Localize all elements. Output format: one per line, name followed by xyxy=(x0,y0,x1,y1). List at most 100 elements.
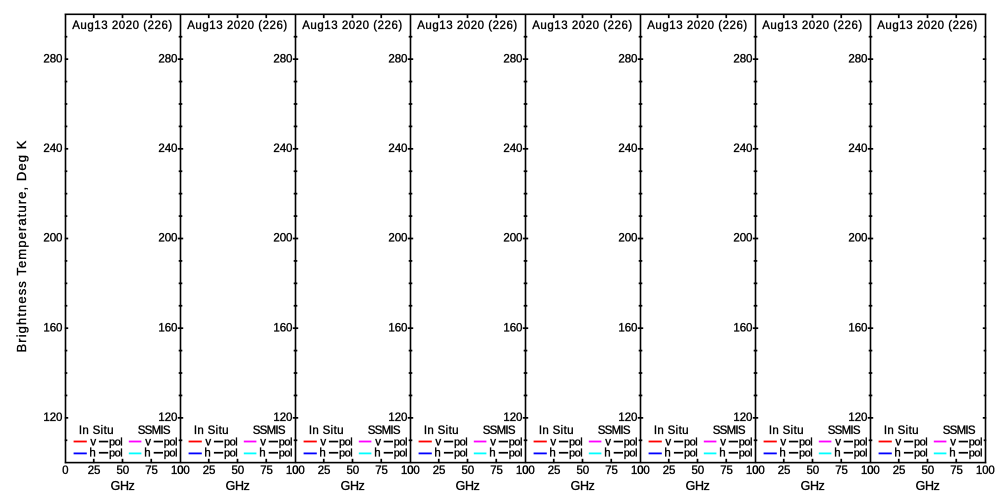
svg-text:h: h xyxy=(319,447,325,459)
svg-text:pol: pol xyxy=(684,436,697,448)
svg-text:v: v xyxy=(145,436,151,448)
svg-text:h: h xyxy=(374,447,380,459)
svg-text:v: v xyxy=(895,436,901,448)
svg-text:pol: pol xyxy=(799,436,812,448)
svg-text:50: 50 xyxy=(922,465,935,477)
svg-text:In Situ: In Situ xyxy=(769,425,804,437)
svg-text:pol: pol xyxy=(624,447,637,459)
svg-text:280: 280 xyxy=(503,53,522,65)
svg-text:280: 280 xyxy=(158,53,177,65)
svg-text:In Situ: In Situ xyxy=(309,425,344,437)
svg-text:SSMIS: SSMIS xyxy=(483,425,516,437)
svg-text:v: v xyxy=(490,436,496,448)
svg-text:75: 75 xyxy=(145,465,158,477)
svg-text:120: 120 xyxy=(618,412,637,424)
svg-text:Aug13 2020 (226): Aug13 2020 (226) xyxy=(877,20,978,32)
svg-text:SSMIS: SSMIS xyxy=(828,425,861,437)
svg-text:200: 200 xyxy=(43,233,62,245)
svg-text:Aug13 2020 (226): Aug13 2020 (226) xyxy=(762,20,863,32)
svg-text:120: 120 xyxy=(388,412,407,424)
svg-text:In Situ: In Situ xyxy=(424,425,459,437)
svg-text:0: 0 xyxy=(752,465,758,477)
svg-text:50: 50 xyxy=(692,465,705,477)
svg-text:25: 25 xyxy=(433,465,446,477)
svg-text:pol: pol xyxy=(854,436,867,448)
svg-text:0: 0 xyxy=(522,465,528,477)
svg-text:280: 280 xyxy=(43,53,62,65)
svg-text:200: 200 xyxy=(388,233,407,245)
svg-text:25: 25 xyxy=(548,465,561,477)
svg-text:In Situ: In Situ xyxy=(194,425,229,437)
svg-text:v: v xyxy=(780,436,786,448)
svg-text:In Situ: In Situ xyxy=(539,425,574,437)
svg-text:pol: pol xyxy=(339,447,352,459)
svg-text:SSMIS: SSMIS xyxy=(253,425,286,437)
svg-text:GHz: GHz xyxy=(801,479,825,493)
svg-text:280: 280 xyxy=(388,53,407,65)
svg-text:pol: pol xyxy=(509,447,522,459)
svg-text:h: h xyxy=(604,447,610,459)
svg-text:160: 160 xyxy=(503,322,522,334)
svg-text:50: 50 xyxy=(347,465,360,477)
svg-text:Aug13 2020 (226): Aug13 2020 (226) xyxy=(532,20,633,32)
svg-text:pol: pol xyxy=(224,436,237,448)
svg-text:pol: pol xyxy=(224,447,237,459)
svg-text:GHz: GHz xyxy=(341,479,365,493)
svg-text:pol: pol xyxy=(164,447,177,459)
svg-text:In Situ: In Situ xyxy=(654,425,689,437)
svg-text:200: 200 xyxy=(618,233,637,245)
svg-text:50: 50 xyxy=(577,465,590,477)
svg-text:50: 50 xyxy=(117,465,130,477)
svg-text:25: 25 xyxy=(318,465,331,477)
svg-text:240: 240 xyxy=(503,143,522,155)
svg-text:pol: pol xyxy=(799,447,812,459)
svg-text:h: h xyxy=(664,447,670,459)
svg-text:160: 160 xyxy=(733,322,752,334)
svg-text:240: 240 xyxy=(158,143,177,155)
svg-text:h: h xyxy=(549,447,555,459)
svg-text:v: v xyxy=(665,436,671,448)
svg-text:200: 200 xyxy=(158,233,177,245)
svg-text:SSMIS: SSMIS xyxy=(943,425,976,437)
svg-text:120: 120 xyxy=(273,412,292,424)
svg-text:75: 75 xyxy=(720,465,733,477)
svg-text:120: 120 xyxy=(848,412,867,424)
svg-text:0: 0 xyxy=(407,465,413,477)
svg-text:0: 0 xyxy=(867,465,873,477)
svg-text:pol: pol xyxy=(394,447,407,459)
svg-text:0: 0 xyxy=(637,465,643,477)
svg-text:pol: pol xyxy=(624,436,637,448)
svg-text:pol: pol xyxy=(394,436,407,448)
svg-text:pol: pol xyxy=(684,447,697,459)
svg-text:25: 25 xyxy=(203,465,216,477)
svg-text:SSMIS: SSMIS xyxy=(368,425,401,437)
svg-text:In Situ: In Situ xyxy=(79,425,114,437)
svg-text:v: v xyxy=(720,436,726,448)
svg-text:240: 240 xyxy=(618,143,637,155)
svg-text:pol: pol xyxy=(454,436,467,448)
svg-text:Aug13 2020 (226): Aug13 2020 (226) xyxy=(302,20,403,32)
svg-text:160: 160 xyxy=(618,322,637,334)
svg-text:pol: pol xyxy=(569,447,582,459)
svg-text:160: 160 xyxy=(273,322,292,334)
svg-text:SSMIS: SSMIS xyxy=(598,425,631,437)
svg-text:240: 240 xyxy=(43,143,62,155)
svg-text:pol: pol xyxy=(914,447,927,459)
svg-text:v: v xyxy=(950,436,956,448)
svg-text:SSMIS: SSMIS xyxy=(138,425,171,437)
svg-text:120: 120 xyxy=(733,412,752,424)
svg-text:120: 120 xyxy=(158,412,177,424)
svg-text:pol: pol xyxy=(969,447,982,459)
svg-text:280: 280 xyxy=(733,53,752,65)
svg-text:GHz: GHz xyxy=(111,479,135,493)
svg-text:pol: pol xyxy=(509,436,522,448)
svg-text:GHz: GHz xyxy=(916,479,940,493)
svg-text:pol: pol xyxy=(969,436,982,448)
svg-text:160: 160 xyxy=(848,322,867,334)
svg-text:25: 25 xyxy=(663,465,676,477)
svg-text:25: 25 xyxy=(893,465,906,477)
svg-text:0: 0 xyxy=(292,465,298,477)
svg-text:v: v xyxy=(205,436,211,448)
svg-text:120: 120 xyxy=(43,412,62,424)
svg-text:160: 160 xyxy=(43,322,62,334)
